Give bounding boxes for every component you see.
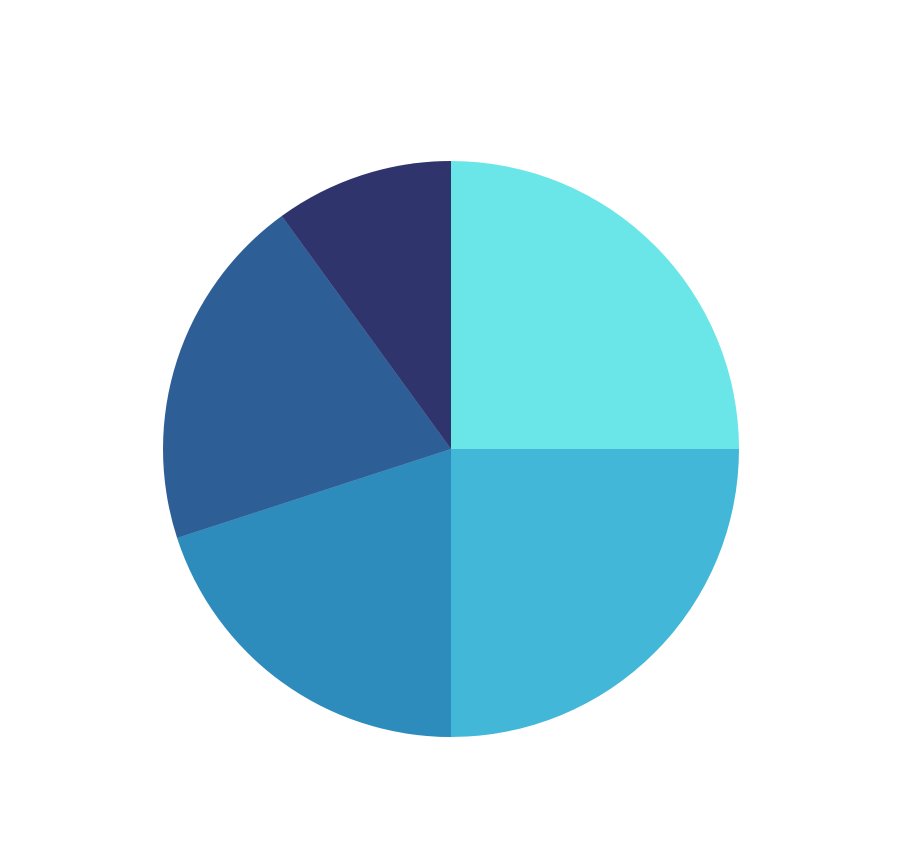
- pie-slice-4: [163, 216, 451, 538]
- pie-slice-5: [281, 161, 451, 449]
- pie-slice-1: [451, 161, 739, 449]
- pie-slices: [163, 161, 739, 737]
- pie-slice-2: [451, 449, 739, 737]
- pie-slice-3: [177, 449, 451, 737]
